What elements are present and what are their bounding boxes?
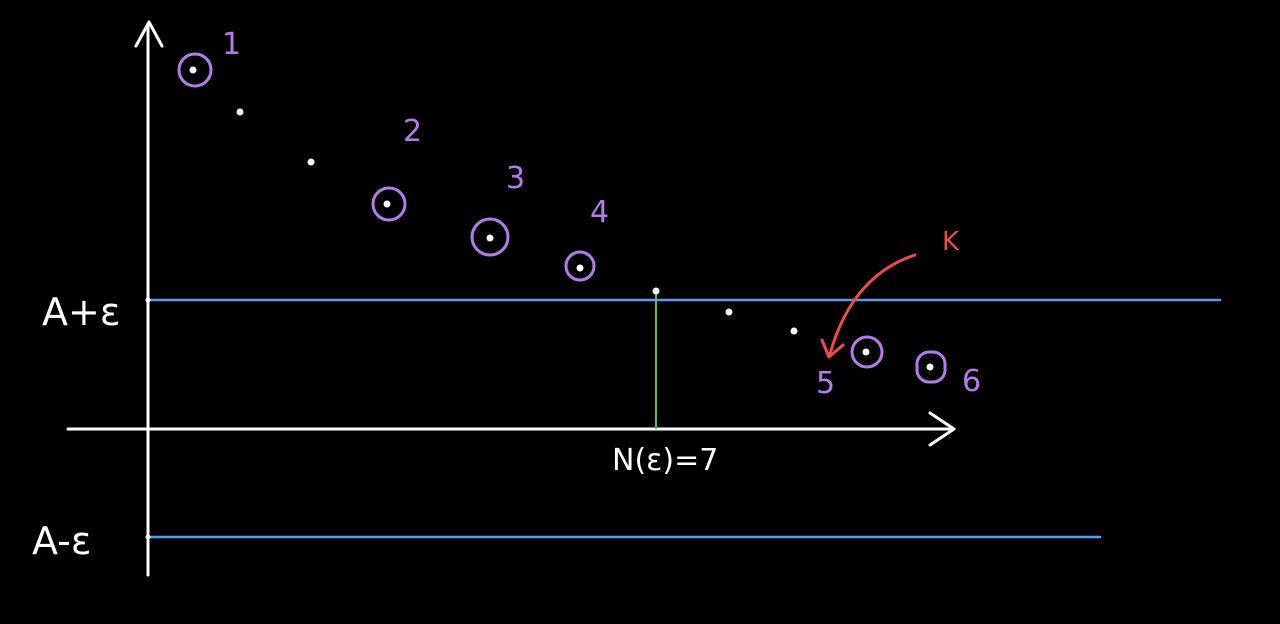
point-8: [725, 308, 733, 316]
number-5: 5: [816, 366, 835, 401]
point-10: [862, 348, 870, 356]
point-4: [383, 200, 391, 208]
axes: [66, 20, 956, 577]
circle-4: [564, 250, 596, 282]
circle-6: [915, 350, 947, 384]
point-3: [307, 158, 315, 166]
number-2: 2: [403, 114, 422, 149]
number-4: 4: [590, 195, 609, 230]
point-7: [652, 287, 660, 295]
circle-3: [470, 217, 510, 257]
point-11: [926, 363, 934, 371]
number-6: 6: [962, 364, 981, 399]
lower-band-label: A-ε: [32, 519, 91, 563]
subsequence-arrow-label: K: [942, 227, 960, 257]
y-axis-arrowhead: [134, 20, 164, 48]
point-5: [486, 234, 494, 242]
point-2: [236, 108, 244, 116]
axis-origin-dot-lower: [145, 534, 151, 540]
epsilon-band: [146, 298, 1222, 539]
circle-5: [850, 335, 884, 369]
subsequence-numbers: 1 2 3 4 5 6: [222, 27, 981, 401]
upper-band-label: A+ε: [42, 290, 120, 334]
number-1: 1: [222, 27, 241, 62]
arrow-shaft: [828, 253, 917, 356]
point-6: [576, 264, 584, 272]
point-1: [189, 66, 197, 74]
x-axis-arrowhead: [928, 411, 956, 447]
arrow-head: [820, 338, 845, 359]
sequence-points: [145, 66, 934, 540]
number-3: 3: [506, 161, 525, 196]
subsequence-arrow-icon: [820, 253, 917, 359]
circle-2: [371, 186, 407, 222]
subsequence-circles: [177, 52, 947, 384]
axis-origin-dot-upper: [145, 297, 151, 303]
threshold-label: N(ε)=7: [612, 443, 718, 478]
point-9: [790, 327, 798, 335]
circle-1: [177, 52, 213, 88]
